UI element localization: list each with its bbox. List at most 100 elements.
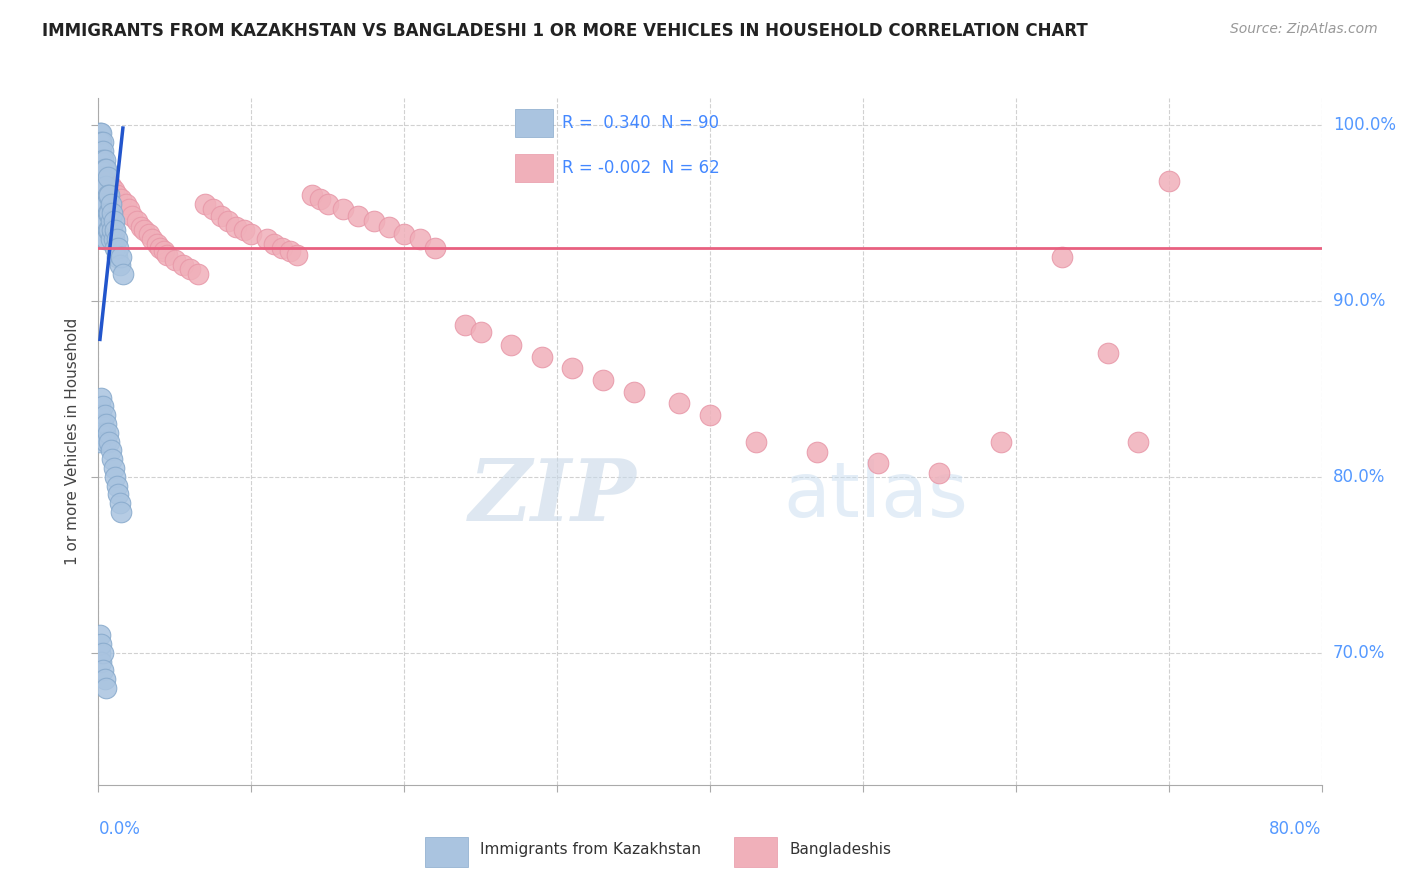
Point (94, 681, 117, 695)
Point (145, 237, 167, 252)
Point (98, 434, 121, 449)
Point (91, 400, 114, 414)
Point (91, 170, 114, 185)
Point (90, 179, 112, 194)
Point (100, 443, 122, 458)
Point (89, 188, 111, 202)
Text: 70.0%: 70.0% (1333, 644, 1385, 662)
Point (138, 227, 160, 241)
Point (89, 205, 111, 219)
Point (129, 219, 152, 234)
Point (263, 237, 285, 252)
Point (105, 188, 128, 202)
Point (90, 391, 112, 405)
Point (91, 223, 114, 237)
Point (699, 408, 721, 422)
Point (97, 170, 120, 185)
Point (91, 646, 114, 660)
Point (1128, 434, 1150, 449)
Point (91, 144, 114, 158)
Point (928, 467, 950, 481)
Point (94, 214, 117, 228)
Point (97, 188, 120, 202)
Point (668, 396, 690, 410)
Point (332, 202, 354, 216)
Point (91, 188, 114, 202)
Point (561, 360, 583, 375)
Point (209, 209, 232, 223)
Point (90, 205, 112, 219)
Point (301, 188, 323, 202)
Point (91, 135, 114, 149)
Point (91, 664, 114, 678)
Point (98, 188, 121, 202)
Point (172, 259, 194, 273)
Point (1157, 174, 1180, 188)
Point (454, 318, 477, 333)
Point (94, 161, 117, 176)
Point (501, 337, 523, 351)
Point (378, 219, 401, 234)
Point (104, 241, 127, 255)
Text: IMMIGRANTS FROM KAZAKHSTAN VS BANGLADESHI 1 OR MORE VEHICLES IN HOUSEHOLD CORREL: IMMIGRANTS FROM KAZAKHSTAN VS BANGLADESH… (42, 22, 1088, 40)
Point (93, 196, 115, 211)
Point (347, 209, 370, 223)
Point (93, 232, 115, 246)
Point (103, 214, 125, 228)
Point (806, 445, 828, 459)
Point (125, 214, 148, 228)
Point (107, 487, 129, 501)
Point (91, 179, 114, 194)
Text: 80.0%: 80.0% (1270, 820, 1322, 838)
Point (90, 637, 112, 651)
Point (89, 196, 111, 211)
Point (110, 250, 132, 264)
Text: Source: ZipAtlas.com: Source: ZipAtlas.com (1230, 22, 1378, 37)
Point (115, 196, 138, 211)
Point (94, 232, 117, 246)
Point (108, 496, 131, 510)
Point (256, 232, 278, 246)
Point (105, 250, 128, 264)
Point (94, 417, 117, 431)
Point (623, 385, 645, 400)
Point (745, 434, 768, 449)
Text: ZIP: ZIP (468, 455, 637, 538)
FancyBboxPatch shape (425, 838, 468, 867)
Point (107, 241, 129, 255)
Point (91, 170, 114, 185)
Point (89, 170, 111, 185)
FancyBboxPatch shape (516, 154, 553, 183)
Point (153, 244, 176, 259)
Point (363, 214, 385, 228)
Point (1050, 250, 1073, 264)
Point (225, 219, 247, 234)
Point (110, 505, 132, 519)
Point (100, 232, 122, 246)
Point (592, 373, 614, 387)
Point (105, 232, 128, 246)
Point (179, 262, 201, 277)
Point (1097, 346, 1119, 360)
Point (408, 232, 430, 246)
Point (89, 628, 111, 642)
Point (90, 214, 112, 228)
Point (89, 144, 111, 158)
Point (90, 170, 112, 185)
Point (91, 205, 114, 219)
Point (285, 248, 308, 262)
Point (134, 223, 156, 237)
Point (90, 425, 112, 440)
Text: 80.0%: 80.0% (1333, 467, 1385, 486)
Text: atlas: atlas (783, 459, 969, 533)
Point (101, 223, 124, 237)
Point (89, 400, 111, 414)
Point (90, 161, 112, 176)
Point (194, 196, 217, 211)
Point (121, 209, 143, 223)
Point (98, 205, 121, 219)
Point (89, 135, 111, 149)
Point (270, 241, 292, 255)
Point (89, 179, 111, 194)
Point (103, 183, 125, 197)
